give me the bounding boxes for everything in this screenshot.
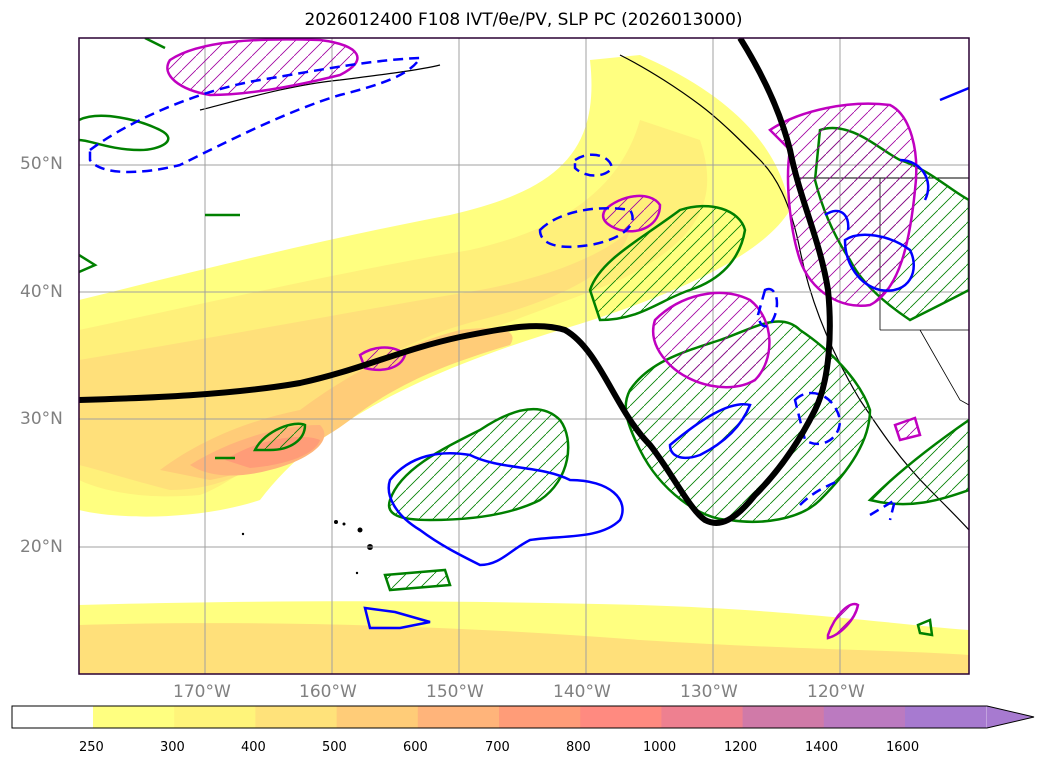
colorbar-cell-300 xyxy=(174,706,256,728)
colorbar-cells xyxy=(93,706,987,728)
colorbar-tick-800: 800 xyxy=(566,740,591,755)
colorbar-cell-700 xyxy=(499,706,581,728)
colorbar-tick-1000: 1000 xyxy=(643,740,677,755)
lon-label-120w: 120°W xyxy=(807,682,865,702)
title-text: 2026012400 F108 IVT/θe/PV, SLP PC (20260… xyxy=(304,10,743,30)
colorbar-tick-500: 500 xyxy=(322,740,347,755)
colorbar-tick-300: 300 xyxy=(160,740,185,755)
lon-label-140w: 140°W xyxy=(553,682,611,702)
colorbar-extend-arrow xyxy=(987,706,1034,728)
map-frame xyxy=(78,37,970,675)
colorbar-cell-600 xyxy=(417,706,500,728)
lon-label-170w: 170°W xyxy=(173,682,231,702)
colorbar-cell-1600 xyxy=(905,706,987,728)
colorbar-outline xyxy=(11,705,1035,729)
ivt-southern-band-inner xyxy=(79,623,969,674)
lat-label-30n: 30°N xyxy=(20,409,63,429)
ivt-shading xyxy=(79,55,969,674)
lat-label-40n: 40°N xyxy=(20,282,63,302)
lat-label-50n: 50°N xyxy=(20,154,63,174)
colorbar-tick-400: 400 xyxy=(241,740,266,755)
colorbar-cell-500 xyxy=(336,706,419,728)
colorbar-cell-400 xyxy=(255,706,338,728)
map-title: 2026012400 F108 IVT/θe/PV, SLP PC (20260… xyxy=(0,10,1047,30)
colorbar-cell-1200 xyxy=(742,706,825,728)
plot-area xyxy=(79,38,969,674)
pv-contours-blue-dashed xyxy=(88,56,897,521)
colorbar-cell-1000 xyxy=(661,706,744,728)
colorbar xyxy=(11,705,1035,729)
pv-contours-blue-solid xyxy=(363,86,969,630)
colorbar-tick-600: 600 xyxy=(403,740,428,755)
colorbar-cell-800 xyxy=(580,706,662,728)
colorbar-tick-1200: 1200 xyxy=(724,740,758,755)
lat-label-20n: 20°N xyxy=(20,537,63,557)
ivt-400-band xyxy=(79,230,630,490)
pv-contours-magenta xyxy=(166,38,922,640)
theta-e-outlines xyxy=(79,38,934,637)
lon-label-160w: 160°W xyxy=(299,682,357,702)
ivt-700-core xyxy=(225,436,320,468)
colorbar-cell-250 xyxy=(93,706,175,728)
colorbar-tick-250: 250 xyxy=(79,740,104,755)
colorbar-cell-1400 xyxy=(823,706,906,728)
colorbar-tick-700: 700 xyxy=(485,740,510,755)
slp-contour xyxy=(79,38,833,526)
colorbar-tick-1600: 1600 xyxy=(886,740,920,755)
colorbar-tick-1400: 1400 xyxy=(805,740,839,755)
lon-label-130w: 130°W xyxy=(680,682,738,702)
lon-label-150w: 150°W xyxy=(426,682,484,702)
